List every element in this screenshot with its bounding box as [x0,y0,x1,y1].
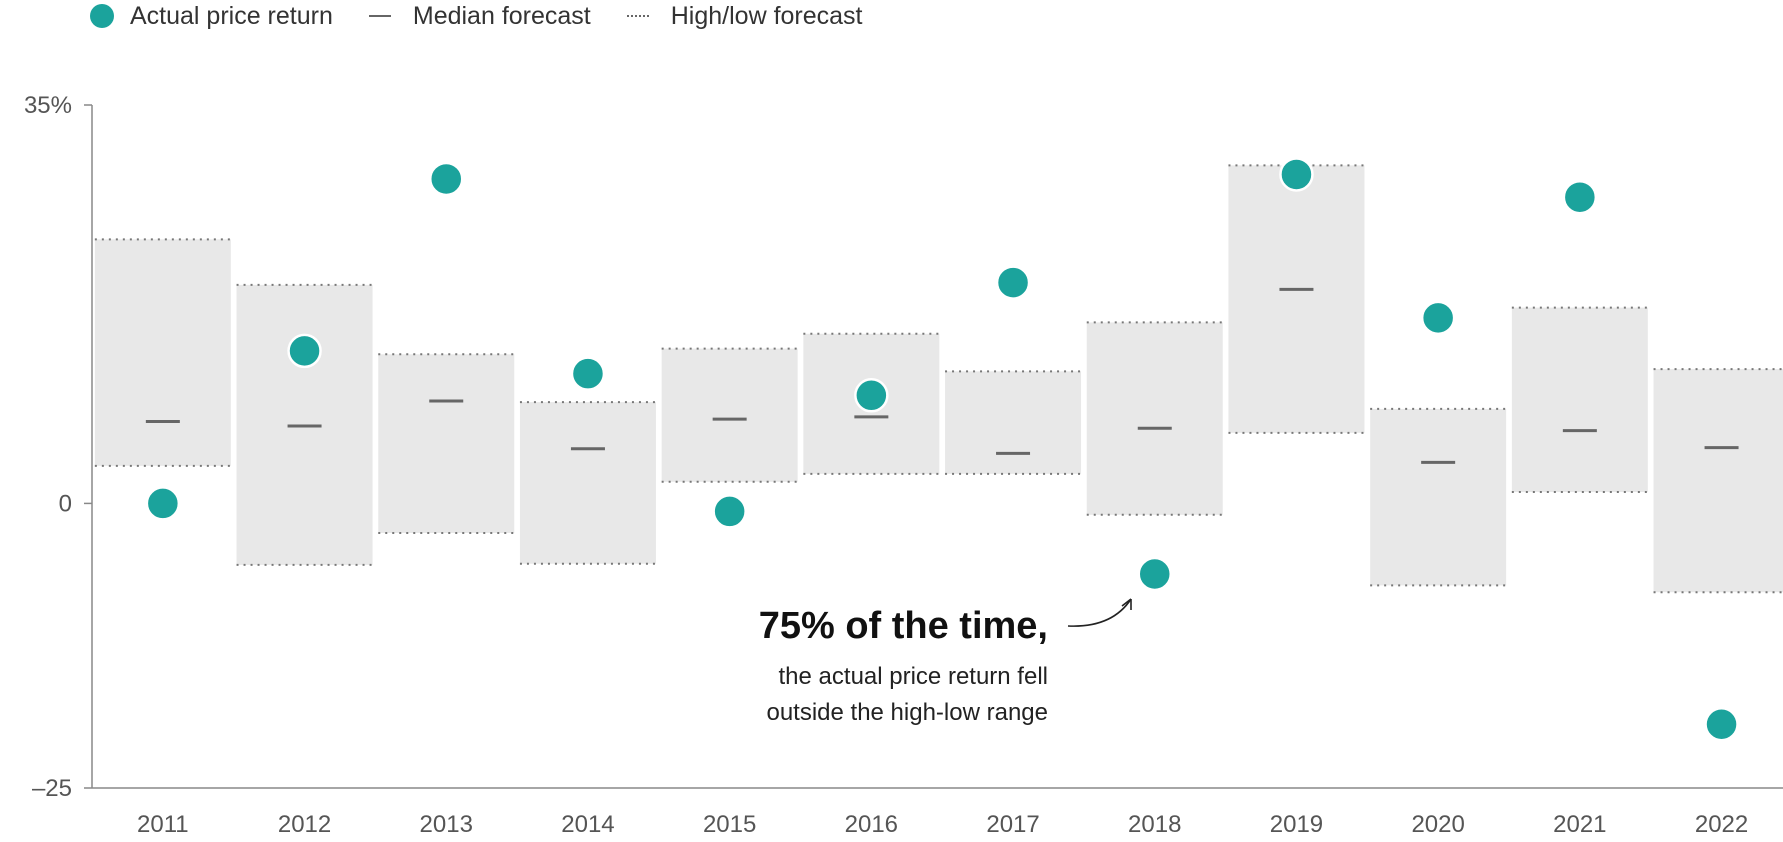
x-tick-label: 2022 [1695,811,1748,838]
median-line-icon [368,15,391,17]
forecast-band [1370,408,1507,586]
y-tick-label: 0 [59,490,72,517]
legend-item-median: Median forecast [368,1,591,31]
legend-label-actual: Actual price return [130,1,333,30]
x-tick-label: 2017 [986,811,1039,838]
x-tick-label: 2013 [420,811,473,838]
actual-return-dot [287,333,322,369]
x-tick-label: 2014 [561,811,614,838]
actual-return-dot [570,356,606,391]
actual-return-dot [429,161,464,197]
actual-return-dot [1420,300,1456,336]
chart-axes: 2011 2012 2013 2014 2015 2016 2017 2018 2019 2020… [24,92,1783,838]
forecast-band [1086,322,1223,515]
actual-return-dot [1279,157,1314,192]
annotation-headline: 75% of the time, [759,605,1048,647]
annotation-arrowhead [1121,598,1132,610]
actual-return-dot [145,486,181,521]
forecast-band [945,371,1082,474]
chart-legend: Actual price return Median forecast High… [90,0,899,32]
annotation: 75% of the time, the actual price return… [759,598,1132,726]
actual-return-dot [995,265,1031,300]
forecast-bands [94,164,1783,594]
y-tick-label: –25 [32,775,72,802]
x-tick-label: 2016 [845,811,898,838]
dotted-line-icon [626,15,649,17]
annotation-arrow [1067,598,1132,627]
forecast-band [1228,165,1365,433]
legend-item-range: High/low forecast [626,1,863,31]
x-tick-label: 2011 [137,811,189,838]
legend-label-median: Median forecast [412,1,591,30]
actual-return-dot [712,494,747,529]
x-tick-label: 2018 [1128,811,1181,838]
legend-label-range: High/low forecast [670,1,863,30]
legend-item-actual: Actual price return [90,2,333,31]
actual-dot-icon [90,4,114,28]
actual-return-dot [1137,556,1172,592]
x-tick-label: 2021 [1553,811,1606,838]
x-tick-label: 2020 [1411,811,1464,838]
forecast-band [1653,369,1783,593]
forecast-band [94,239,231,466]
forecast-band [378,354,515,534]
forecast-band [519,402,656,564]
y-tick-label: 35% [24,92,72,119]
actual-return-dots [145,157,1739,742]
annotation-line-1: the actual price return fell [779,663,1048,690]
annotation-line-2: outside the high-low range [766,699,1048,726]
forecast-band [1511,307,1648,493]
x-tick-label: 2019 [1270,811,1323,838]
forecast-band [661,348,798,482]
actual-return-dot [854,378,889,413]
actual-return-dot [1562,179,1598,215]
x-tick-label: 2012 [278,811,331,838]
x-tick-label: 2015 [703,811,756,838]
actual-return-dot [1704,707,1739,742]
